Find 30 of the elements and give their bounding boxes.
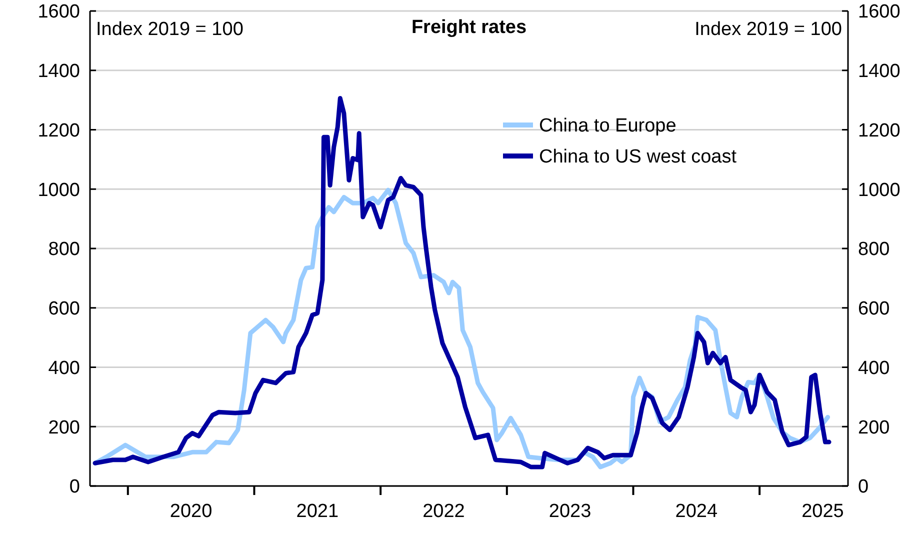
y-tick-label: 600 xyxy=(48,298,80,320)
y2-tick-label: 400 xyxy=(858,358,890,379)
y2-axis-title: Index 2019 = 100 xyxy=(694,19,842,40)
x-tick-label: 2021 xyxy=(296,501,339,522)
y-tick-label: 1200 xyxy=(38,120,80,142)
y2-tick-label: 200 xyxy=(858,417,890,438)
line-series xyxy=(92,96,832,470)
y-tick-label: 200 xyxy=(48,417,80,438)
x-tick-label: 2023 xyxy=(548,501,592,522)
y2-tick-label: 1200 xyxy=(858,120,900,142)
y-axis-title: Index 2019 = 100 xyxy=(96,19,244,40)
y-tick-label: 1400 xyxy=(38,61,80,82)
y-tick-label: 0 xyxy=(69,476,80,498)
y2-tick-label: 1400 xyxy=(858,61,900,82)
x-tick-label: 2025 xyxy=(802,501,844,522)
y2-tick-label: 600 xyxy=(858,298,890,320)
x-tick-label: 2024 xyxy=(675,501,718,522)
y2-tick-label: 1000 xyxy=(858,180,900,201)
y2-tick-label: 800 xyxy=(858,239,890,260)
y-tick-label: 1600 xyxy=(38,2,80,23)
legend-label: China to US west coast xyxy=(539,146,738,168)
y-tick-label: 1000 xyxy=(38,180,80,201)
y-tick-label: 400 xyxy=(48,358,80,379)
y2-tick-label: 1600 xyxy=(858,2,900,23)
x-tick-label: 2022 xyxy=(422,501,465,522)
chart-title: Freight rates xyxy=(411,17,527,38)
y-tick-label: 800 xyxy=(48,239,80,260)
x-tick-label: 2020 xyxy=(170,501,212,522)
y2-tick-label: 0 xyxy=(858,476,869,498)
legend-label: China to Europe xyxy=(539,116,676,137)
